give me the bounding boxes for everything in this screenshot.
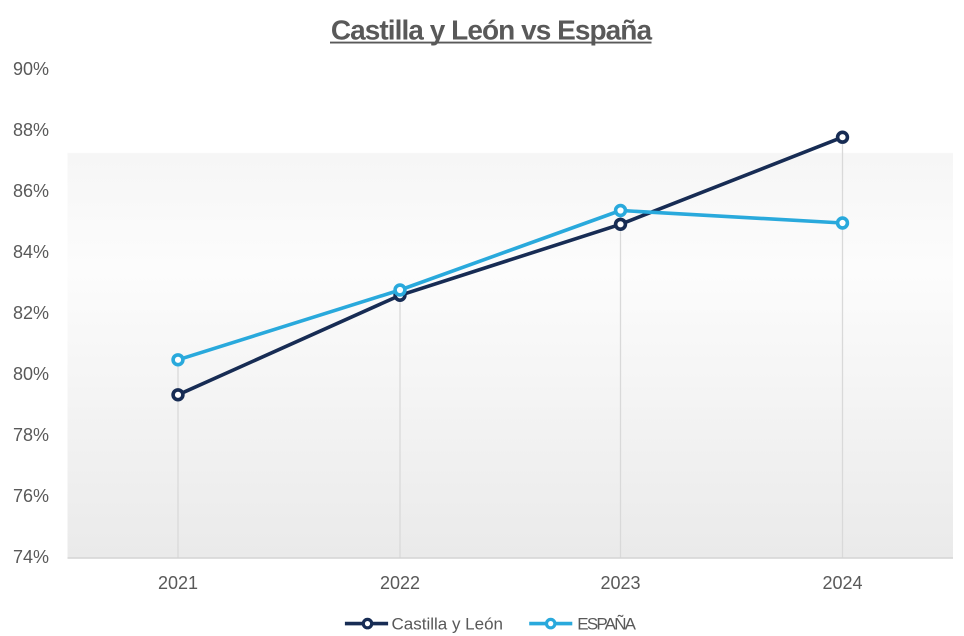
svg-text:ESPAÑA: ESPAÑA — [577, 614, 636, 633]
svg-text:2024: 2024 — [822, 573, 862, 593]
svg-text:88%: 88% — [13, 120, 49, 140]
svg-text:80%: 80% — [13, 364, 49, 384]
svg-text:86%: 86% — [13, 181, 49, 201]
svg-text:2023: 2023 — [600, 573, 640, 593]
svg-text:78%: 78% — [13, 425, 49, 445]
svg-text:76%: 76% — [13, 486, 49, 506]
svg-text:82%: 82% — [13, 303, 49, 323]
svg-text:Castilla y León: Castilla y León — [392, 614, 504, 633]
svg-text:74%: 74% — [13, 547, 49, 567]
svg-text:84%: 84% — [13, 242, 49, 262]
svg-text:2022: 2022 — [380, 573, 420, 593]
svg-text:2021: 2021 — [158, 573, 198, 593]
svg-text:Castilla y León vs España: Castilla y León vs España — [331, 15, 653, 46]
svg-text:90%: 90% — [13, 59, 49, 79]
